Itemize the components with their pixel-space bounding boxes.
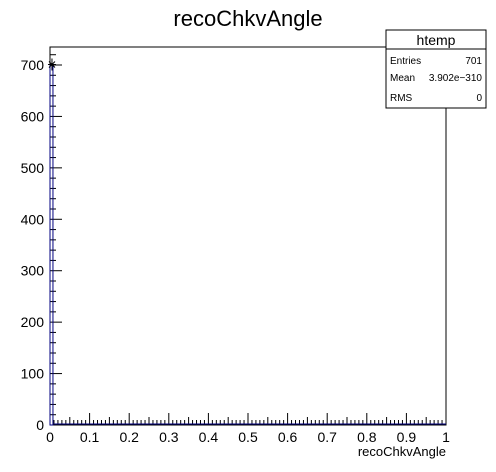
stats-rms-label: RMS [390, 93, 413, 104]
x-tick-label: 0.4 [199, 429, 219, 445]
stats-entries-label: Entries [390, 56, 421, 67]
stats-box-name: htemp [417, 32, 456, 48]
y-tick-label: 0 [36, 417, 44, 433]
y-tick-label: 300 [21, 263, 45, 279]
marker-diagonal [48, 61, 56, 68]
y-tick-label: 400 [21, 211, 45, 227]
x-tick-label: 0.8 [357, 429, 377, 445]
x-tick-label: 0.5 [238, 429, 258, 445]
stats-rms-value: 0 [476, 93, 482, 104]
y-tick-label: 200 [21, 314, 45, 330]
x-tick-label: 0.2 [119, 429, 139, 445]
x-tick-label: 0.7 [317, 429, 337, 445]
x-tick-label: 0 [46, 429, 54, 445]
histogram-bars [49, 63, 446, 426]
stats-box: htemp Entries 701 Mean 3.902e−310 RMS 0 [385, 29, 487, 109]
y-tick-label: 100 [21, 366, 45, 382]
chart-title: recoChkvAngle [173, 6, 322, 31]
x-tick-label: 0.9 [397, 429, 417, 445]
x-tick-label: 0.1 [80, 429, 100, 445]
x-tick-label: 0.6 [278, 429, 298, 445]
histogram-bar [49, 63, 54, 426]
x-tick-label: 0.3 [159, 429, 179, 445]
y-axis: 0 100 200 300 400 500 600 700 [21, 54, 62, 433]
stats-entries-value: 701 [465, 56, 482, 67]
x-tick-label: 1 [442, 429, 450, 445]
stats-mean-label: Mean [390, 73, 415, 84]
stats-mean-value: 3.902e−310 [429, 73, 483, 84]
y-tick-label: 600 [21, 108, 45, 124]
y-tick-label: 500 [21, 160, 45, 176]
data-point [47, 58, 56, 71]
stats-box-frame [385, 29, 487, 109]
y-tick-label: 700 [21, 57, 45, 73]
x-axis: 0 0.1 0.2 0.3 0.4 0.5 0.6 0.7 0.8 0.9 1 [46, 413, 450, 445]
x-axis-title: recoChkvAngle [358, 444, 446, 459]
